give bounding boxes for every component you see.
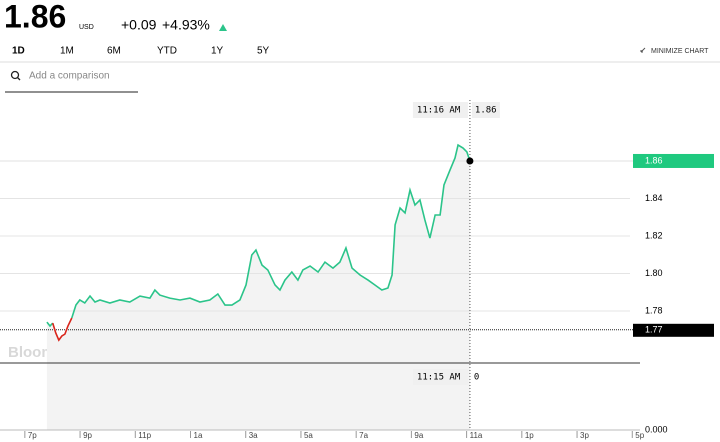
price: 1.86 — [4, 0, 66, 34]
change: +0.09 — [121, 17, 157, 33]
tab[interactable]: 6M — [107, 46, 121, 57]
tab[interactable]: YTD — [157, 46, 177, 57]
price-line — [46, 143, 471, 328]
minimize-chart[interactable]: MINIMIZE CHART — [651, 48, 709, 55]
search-icon-handle — [17, 77, 21, 81]
currency: USD — [79, 24, 94, 31]
x-tick-label: 5a — [304, 431, 313, 440]
tab-bar: 1D 1M 6M YTD 1Y 5Y — [12, 46, 270, 57]
crosshair-volume: 0 — [474, 373, 479, 383]
tab[interactable]: 1Y — [211, 46, 224, 57]
crosshair-price-box — [471, 102, 500, 118]
minimize-icon — [640, 47, 646, 53]
previous-close-label: 1.77 — [645, 325, 663, 335]
crosshair-time-box — [412, 369, 468, 385]
crosshair-price: 1.86 — [475, 106, 497, 116]
tab[interactable]: 1D — [12, 46, 25, 57]
x-tick-label: 7p — [28, 431, 37, 440]
x-tick-label: 9a — [414, 431, 423, 440]
x-tick-label: 5p — [635, 431, 644, 440]
search-icon — [10, 70, 20, 80]
volume-shading — [46, 363, 470, 430]
change-percent: +4.93% — [162, 17, 210, 33]
x-tick-label: 11p — [138, 431, 151, 440]
y-tick-label: 1.84 — [645, 193, 663, 203]
crosshair-point — [466, 157, 474, 165]
tab[interactable]: 1M — [60, 46, 74, 57]
x-tick-label: 9p — [83, 431, 92, 440]
tab[interactable]: 5Y — [257, 46, 270, 57]
price-line — [51, 317, 73, 342]
x-tick-label: 1p — [525, 431, 534, 440]
x-tick-label: 1a — [194, 431, 203, 440]
price-area-shading — [46, 145, 470, 363]
x-tick-label: 3p — [580, 431, 589, 440]
y-tick-label: 1.82 — [645, 230, 663, 240]
crosshair-time-box — [412, 102, 468, 118]
y-tick-label: 1.78 — [645, 305, 663, 315]
crosshair-time: 11:16 AM — [417, 106, 461, 116]
x-tick-label: 7a — [359, 431, 368, 440]
comparison-input[interactable]: Add a comparison — [29, 71, 110, 82]
up-arrow — [219, 24, 227, 31]
x-tick-label: 11a — [470, 431, 483, 440]
volume-tick-label: 0.000 — [645, 424, 668, 434]
x-tick-label: 3a — [249, 431, 258, 440]
y-tick-label: 1.80 — [645, 268, 663, 278]
last-price-box — [633, 153, 714, 168]
last-price-label: 1.86 — [645, 155, 663, 165]
crosshair-time: 11:15 AM — [417, 373, 461, 383]
previous-close-box — [633, 323, 714, 337]
